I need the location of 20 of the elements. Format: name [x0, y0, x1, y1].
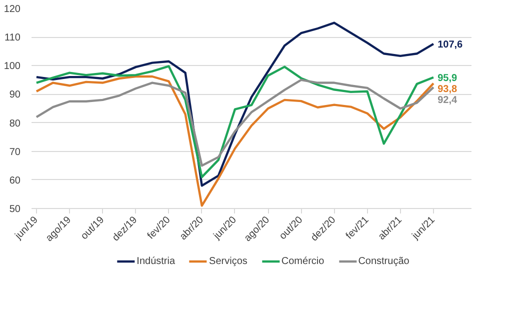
data-label: 93,8 [438, 84, 458, 95]
line-series [35, 78, 435, 167]
data-label: 107,6 [438, 39, 464, 50]
data-label: 95,9 [438, 72, 458, 84]
y-tick-label: 100 [4, 61, 21, 72]
legend-label: Indústria [136, 256, 176, 266]
data-label: 92,4 [438, 94, 458, 106]
y-tick-label: 50 [9, 204, 21, 215]
y-tick-label: 80 [9, 118, 21, 130]
line-series [35, 65, 435, 178]
y-tick-label: 60 [9, 175, 21, 186]
legend-label: Serviços [209, 256, 248, 266]
y-tick-label: 120 [4, 4, 21, 15]
y-tick-label: 110 [4, 32, 21, 44]
y-tick-label: 70 [9, 146, 21, 158]
y-tick-label: 90 [9, 90, 21, 101]
line-series [35, 22, 435, 187]
legend-label: Comércio [281, 256, 324, 266]
line-series [35, 75, 435, 207]
legend-label: Construção [358, 256, 410, 266]
